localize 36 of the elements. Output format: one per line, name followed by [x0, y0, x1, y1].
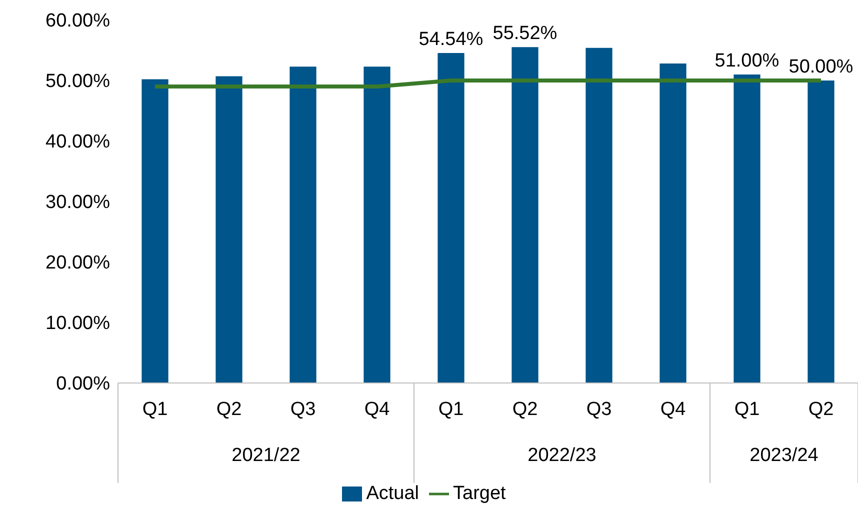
x-tick-label: Q2: [216, 399, 242, 420]
bar: [438, 53, 464, 383]
bar: [660, 64, 686, 383]
y-tick-label: 50.00%: [46, 71, 110, 92]
legend-label: Target: [453, 483, 506, 504]
data-label: 51.00%: [714, 50, 780, 72]
bar: [808, 80, 834, 383]
data-label: 54.54%: [418, 29, 484, 50]
y-tick-label: 30.00%: [46, 192, 110, 214]
y-tick-label: 60.00%: [46, 10, 110, 32]
bar: [364, 66, 390, 383]
x-tick-label: Q2: [808, 399, 834, 420]
text: 2022/23: [528, 445, 596, 466]
text: 2021/22: [232, 445, 300, 466]
x-tick-label: Q1: [438, 399, 464, 420]
x-tick-label: Q1: [734, 399, 760, 420]
bar: [216, 76, 242, 383]
data-label: 50.00%: [788, 56, 854, 78]
y-tick-label: 10.00%: [46, 313, 110, 334]
bar: [586, 48, 612, 383]
bar: [734, 74, 760, 383]
bar: [290, 66, 316, 383]
y-tick-label: 40.00%: [46, 132, 110, 153]
legend-label: Actual: [366, 483, 419, 504]
y-tick-label: 20.00%: [46, 252, 110, 274]
bar: [512, 47, 538, 383]
y-tick-label: 0.00%: [56, 374, 110, 395]
x-tick-label: Q2: [512, 399, 538, 420]
x-tick-label: Q4: [364, 399, 390, 420]
bar: [142, 79, 168, 383]
x-tick-label: Q4: [660, 399, 686, 420]
text: 2023/24: [750, 445, 819, 466]
x-tick-label: Q1: [142, 399, 168, 420]
data-label: 55.52%: [492, 23, 558, 44]
x-tick-label: Q3: [586, 399, 612, 420]
x-tick-label: Q3: [290, 399, 316, 420]
